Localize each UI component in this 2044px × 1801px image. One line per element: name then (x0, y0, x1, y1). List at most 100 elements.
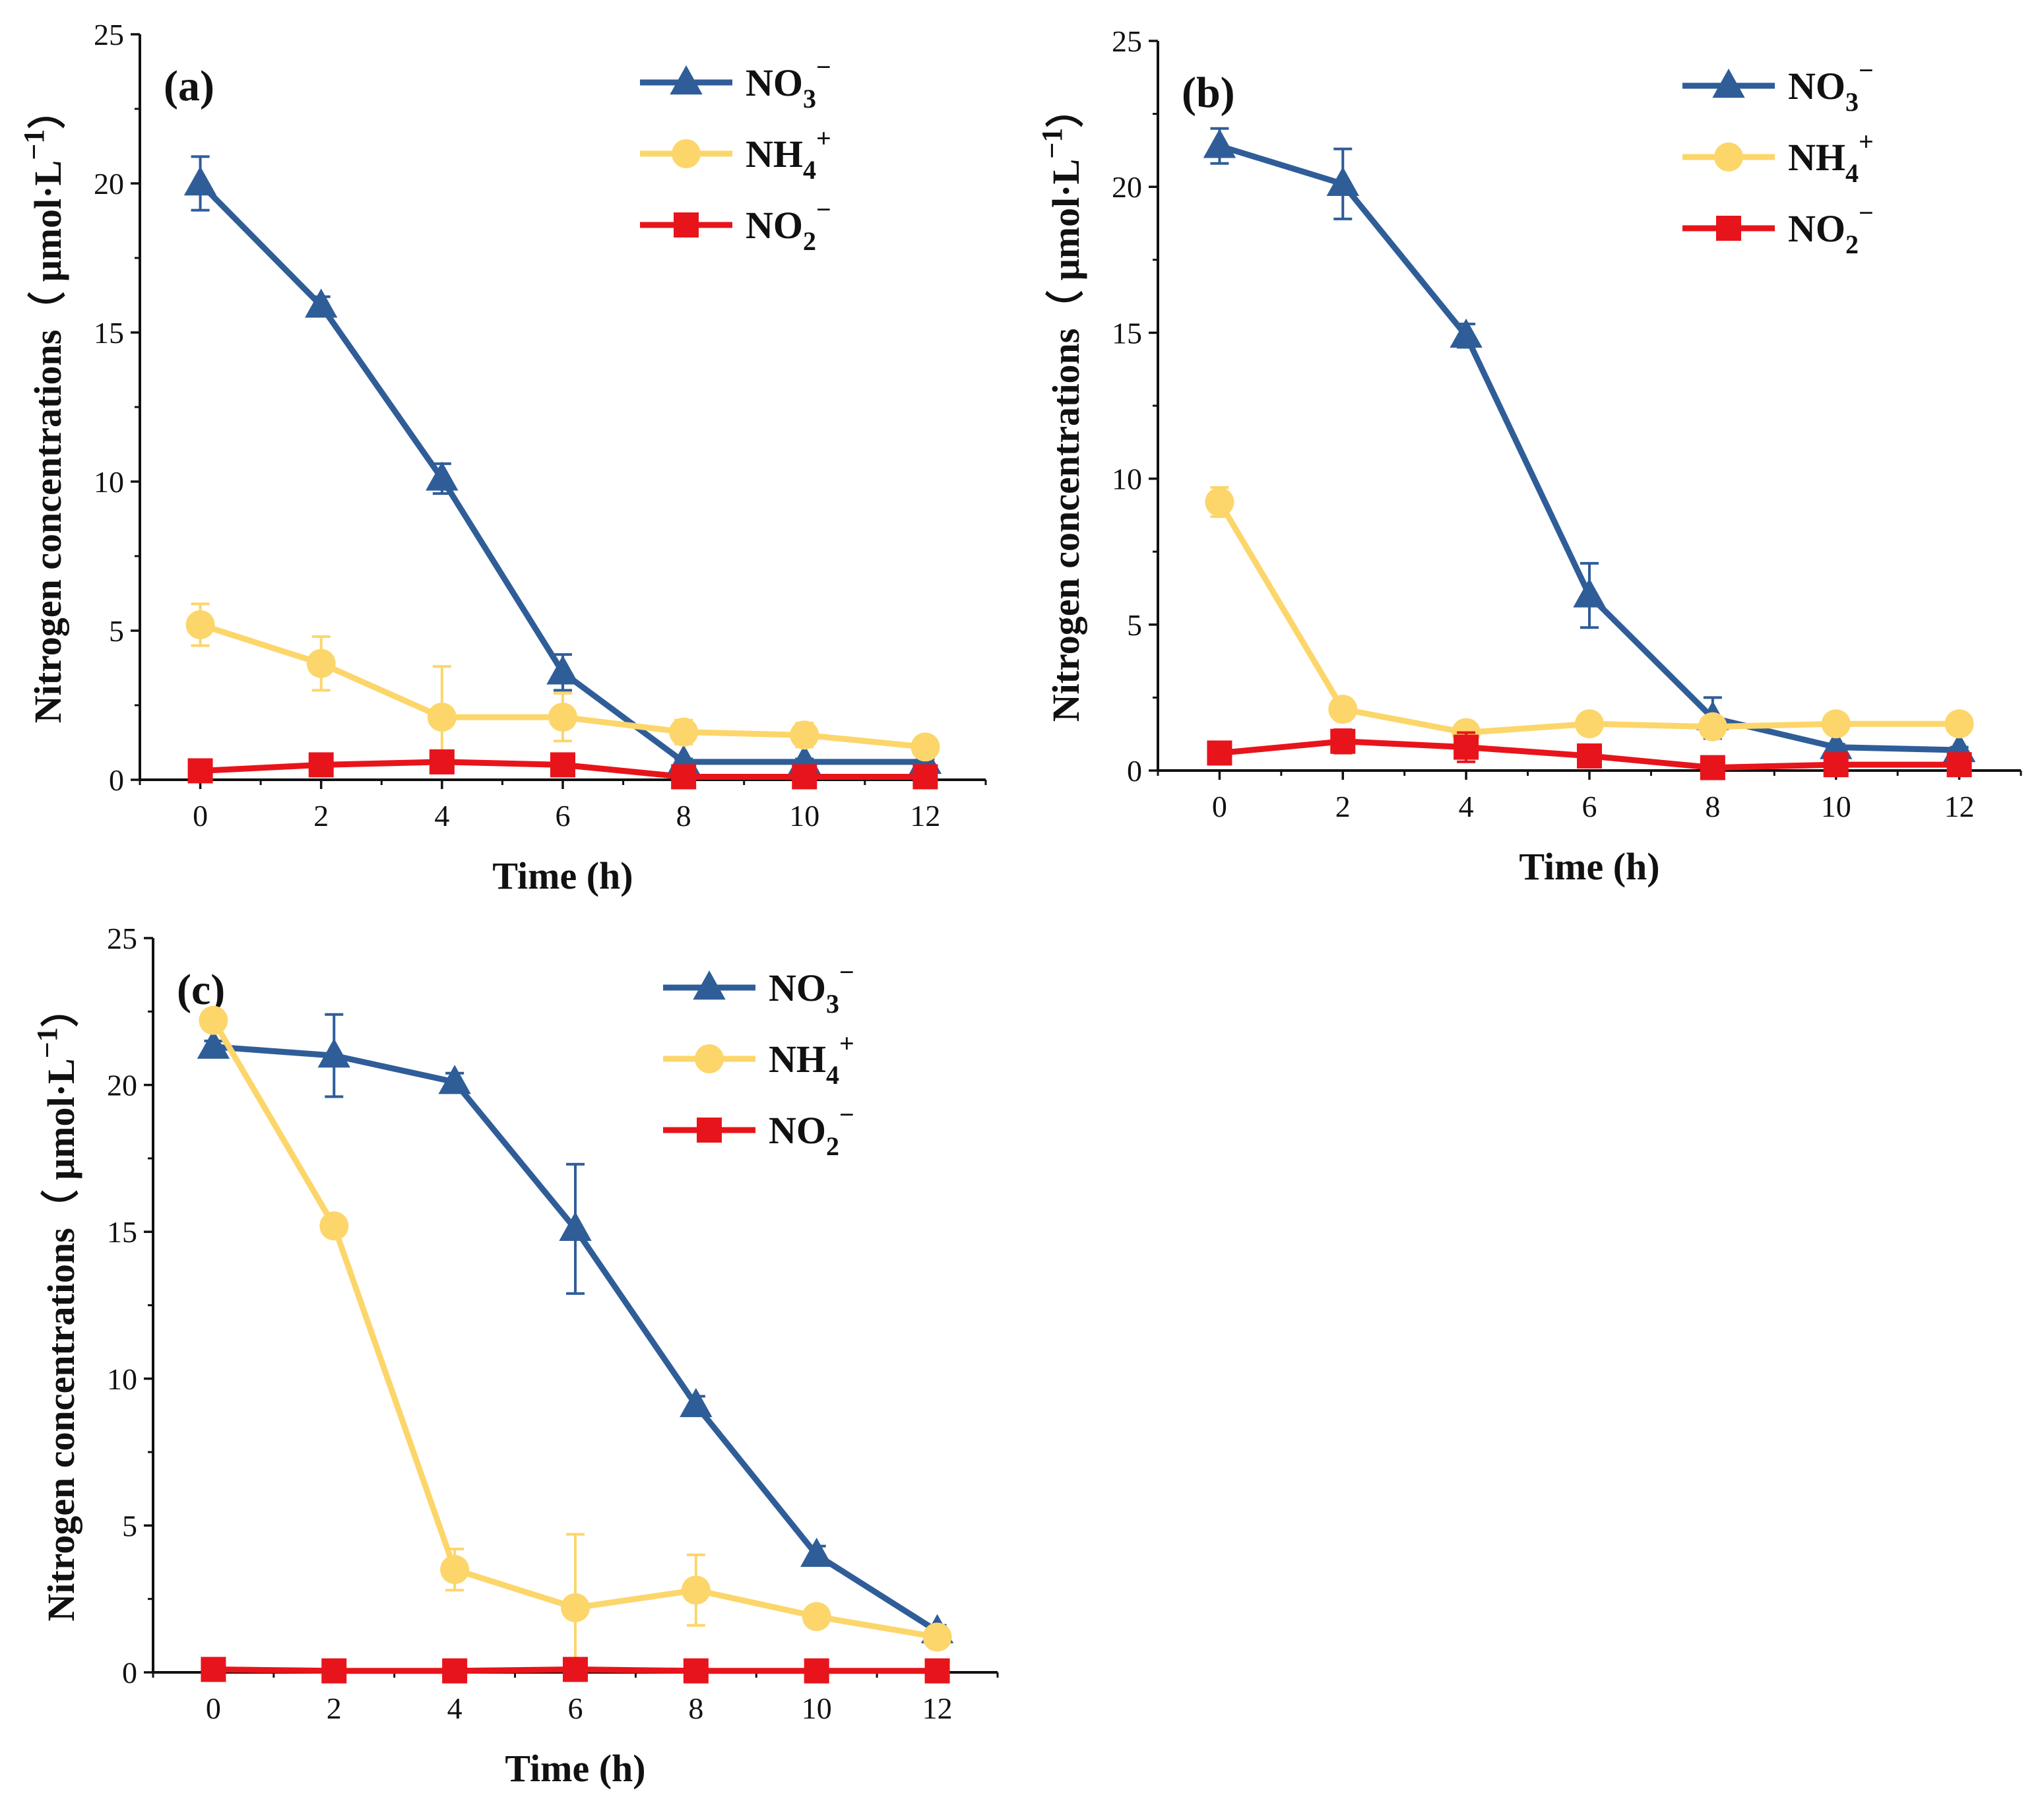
legend-label: NO3− (1788, 55, 1874, 117)
legend-label-superscript: − (839, 957, 854, 987)
legend-label: NO2− (1788, 198, 1874, 259)
data-point (563, 1657, 588, 1682)
data-point (910, 732, 940, 762)
legend-entry: NO3− (663, 957, 854, 1019)
y-tick-label: 25 (94, 18, 124, 51)
legend-label-subscript: 3 (826, 989, 839, 1019)
y-axis-title: Nitrogen concentrations（ μmol·L−1） (31, 989, 82, 1622)
y-tick-label: 0 (1127, 754, 1142, 788)
legend-label-main: NH (746, 133, 803, 175)
x-tick-label: 6 (1582, 790, 1597, 823)
legend-entry: NH4+ (640, 123, 831, 185)
panel-a: 0 5 10 15 20 25 0 2 4 6 8 10 12 Time (h) Nitrogen conc… (18, 18, 987, 897)
legend-label: NO2− (769, 1100, 854, 1161)
x-tick-label: 2 (313, 799, 329, 833)
y-tick-label: 5 (109, 614, 124, 648)
data-point (321, 1658, 347, 1684)
y-tick-label: 20 (107, 1069, 137, 1102)
data-point (319, 1211, 349, 1241)
data-point (559, 1211, 592, 1241)
y-axis-title: Nitrogen concentrations（ μmol·L−1） (18, 91, 69, 724)
legend-label: NH4+ (769, 1028, 854, 1090)
y-tick-label: 15 (94, 316, 124, 350)
data-point (1326, 166, 1359, 196)
data-point (680, 1387, 713, 1418)
y-tick-label: 20 (1112, 170, 1142, 204)
series-no2 (201, 1657, 950, 1684)
data-point (429, 749, 455, 774)
x-tick-label: 6 (556, 799, 571, 833)
x-axis-title: Time (h) (505, 1747, 645, 1790)
legend-entry: NH4+ (663, 1028, 854, 1090)
series-no3 (183, 155, 942, 774)
x-tick-label: 0 (193, 799, 208, 833)
data-point (427, 703, 457, 732)
legend-label-main: NO (769, 966, 826, 1009)
data-point (185, 610, 215, 639)
data-point (1944, 709, 1974, 739)
legend-marker (1716, 216, 1741, 241)
x-tick-label: 12 (922, 1691, 953, 1725)
legend-label-main: NH (769, 1038, 826, 1081)
data-point (681, 1575, 711, 1605)
x-tick-label: 4 (1459, 790, 1474, 823)
data-point (669, 717, 699, 747)
legend-marker (674, 212, 699, 237)
x-tick-label: 8 (688, 1691, 703, 1725)
data-point (442, 1658, 468, 1684)
x-tick-label: 8 (1705, 790, 1720, 823)
legend-label-subscript: 2 (803, 226, 816, 256)
series-no2 (1207, 728, 1972, 780)
y-axis-title-main: Nitrogen concentrations（ μmol·L (26, 160, 69, 723)
series-no3 (197, 1013, 954, 1643)
y-tick-label: 0 (109, 763, 124, 797)
data-point (1205, 487, 1234, 517)
y-tick-label: 10 (1112, 462, 1142, 496)
data-point (1577, 743, 1602, 769)
data-point (1698, 712, 1727, 742)
x-axis-title: Time (h) (1519, 845, 1659, 888)
data-point (317, 1038, 350, 1068)
legend-label-subscript: 4 (826, 1060, 839, 1090)
legend-label: NO2− (746, 195, 831, 256)
data-point (912, 764, 938, 790)
data-point (546, 655, 579, 685)
panel-b: 0 5 10 15 20 25 0 2 4 6 8 10 12 Time (h) Nitrogen conc… (1036, 24, 2022, 888)
data-point (802, 1602, 831, 1631)
x-tick-label: 0 (1212, 790, 1227, 823)
y-tick-label: 10 (94, 465, 124, 499)
data-point (924, 1658, 950, 1684)
legend-label-main: NO (769, 1109, 826, 1152)
legend-entry: NO2− (663, 1100, 854, 1161)
legend-label-main: NH (1788, 136, 1845, 179)
data-point (201, 1657, 226, 1682)
legend-label-subscript: 2 (1845, 230, 1859, 259)
legend-label-subscript: 3 (1845, 87, 1859, 117)
y-tick-label: 25 (107, 922, 137, 955)
legend-label-superscript: + (839, 1028, 854, 1058)
panel-label: (a) (164, 62, 214, 110)
x-tick-label: 10 (802, 1691, 832, 1725)
data-point (1700, 755, 1725, 780)
legend-marker (697, 1118, 722, 1143)
data-point (426, 461, 459, 491)
y-axis-title-close: ） (1044, 90, 1087, 128)
legend-marker (1714, 142, 1743, 172)
y-tick-label: 10 (107, 1362, 137, 1396)
y-axis-title: Nitrogen concentrations（ μmol·L−1） (1036, 90, 1087, 722)
y-tick-label: 25 (1112, 24, 1142, 58)
panel-label: (b) (1182, 69, 1235, 117)
data-point (306, 648, 336, 678)
data-point (550, 752, 575, 778)
data-point (1450, 318, 1483, 348)
data-point (671, 764, 697, 790)
x-tick-label: 8 (676, 799, 691, 833)
legend-entry: NO2− (640, 195, 831, 256)
data-point (1453, 734, 1479, 760)
y-tick-label: 5 (122, 1509, 137, 1542)
panel-label: (c) (177, 966, 225, 1014)
legend-label-main: NO (1788, 207, 1845, 250)
legend-label-superscript: − (816, 52, 831, 82)
legend-label-main: NO (746, 61, 803, 104)
